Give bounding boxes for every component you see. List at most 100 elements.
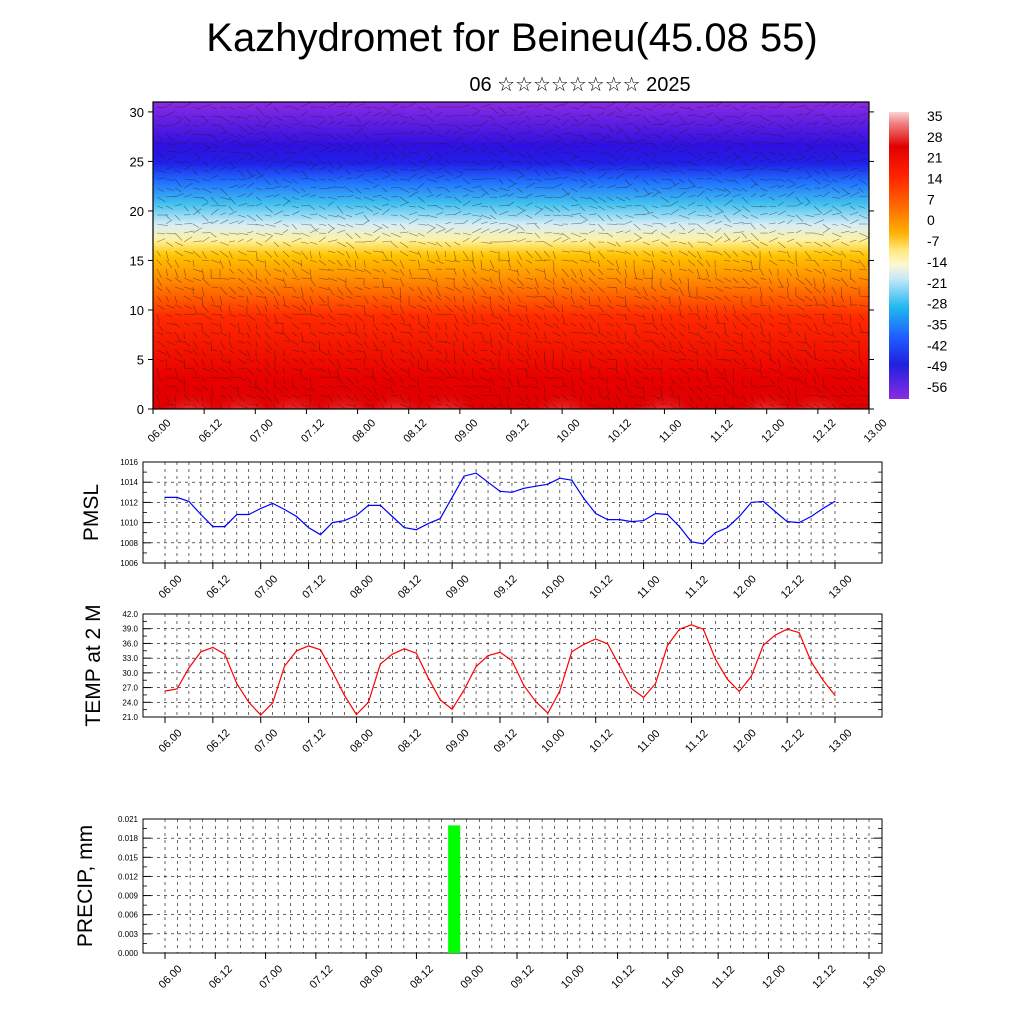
colorbar-ramp bbox=[889, 112, 909, 399]
series-point bbox=[475, 472, 477, 474]
series-point bbox=[666, 644, 669, 647]
warm-surface-blob bbox=[413, 361, 482, 409]
series-point bbox=[427, 677, 429, 679]
series-point bbox=[810, 661, 812, 663]
series-point bbox=[355, 514, 357, 517]
heatmap-y-tick-label: 15 bbox=[130, 253, 144, 268]
heatmap-x-tick-label: 08.12 bbox=[401, 417, 429, 445]
colorbar-label: -7 bbox=[927, 233, 940, 249]
series-point bbox=[308, 527, 310, 529]
precip-panel-frame bbox=[142, 818, 883, 954]
series-point bbox=[164, 496, 166, 498]
series-point bbox=[798, 522, 800, 524]
heatmap-y-axis: 0 5 10 15 20 25 30 bbox=[130, 105, 874, 417]
colorbar-label: -56 bbox=[927, 379, 947, 395]
series-point bbox=[559, 690, 561, 692]
x-tick-label: 10.00 bbox=[539, 727, 567, 755]
series-point bbox=[308, 645, 310, 647]
y-tick-label: 24.0 bbox=[122, 698, 138, 707]
series-point bbox=[702, 543, 705, 545]
series-point bbox=[523, 685, 525, 687]
x-tick-label: 09.12 bbox=[509, 963, 537, 991]
series-point bbox=[726, 527, 728, 529]
heatmap-x-tick-label: 12.12 bbox=[810, 417, 838, 445]
series-point bbox=[391, 653, 393, 655]
series-point bbox=[260, 507, 262, 510]
x-tick-label: 06.00 bbox=[157, 573, 185, 601]
colorbar-label: -35 bbox=[927, 316, 947, 332]
series-point bbox=[355, 713, 357, 716]
heatmap-x-tick-label: 09.12 bbox=[504, 417, 532, 445]
heatmap-x-tick-label: 09.00 bbox=[452, 417, 480, 445]
series-point bbox=[248, 701, 250, 703]
colorbar-label: -28 bbox=[927, 296, 947, 312]
series-point bbox=[798, 632, 800, 634]
series-point bbox=[511, 660, 513, 662]
series-point bbox=[702, 628, 705, 630]
warm-surface-blob bbox=[528, 361, 597, 409]
x-tick-label: 09.12 bbox=[492, 727, 520, 755]
temp-panel: 21.0 24.0 27.0 30.0 33.0 36.0 39.0 42.0 06.00 06.… bbox=[82, 604, 883, 755]
colorbar: 35 28 21 14 7 0 -7 -14 -21 -28 -35 -42 -49 -56 bbox=[889, 108, 947, 399]
series-point bbox=[176, 688, 178, 690]
x-tick-label: 12.12 bbox=[779, 573, 807, 601]
series-point bbox=[403, 527, 405, 529]
chart-title: Kazhydromet for Beineu(45.08 55) bbox=[206, 16, 818, 60]
y-tick-label: 1016 bbox=[120, 458, 138, 467]
x-tick-label: 07.12 bbox=[300, 573, 328, 601]
heatmap-x-tick-label: 08.00 bbox=[350, 417, 378, 445]
series-point bbox=[678, 628, 681, 630]
series-point bbox=[834, 694, 836, 697]
heatmap-overlay bbox=[156, 102, 869, 409]
colorbar-label: 28 bbox=[927, 129, 943, 145]
series-point bbox=[583, 497, 585, 499]
y-tick-label: 0.000 bbox=[118, 949, 139, 958]
y-axis-label: PMSL bbox=[80, 484, 103, 541]
x-tick-label: 08.00 bbox=[358, 963, 386, 991]
colorbar-label: 14 bbox=[927, 171, 943, 187]
y-axis-label: TEMP at 2 M bbox=[82, 604, 105, 726]
pmsl-panel: 1006 1008 1010 1012 1014 1016 06.00 06.12 07.00 0… bbox=[80, 458, 883, 601]
x-tick-label: 06.12 bbox=[207, 963, 235, 991]
heatmap-panel: 0 5 10 15 20 25 30 06.00 06.12 07.00 07.12 08.00 08… bbox=[130, 101, 890, 445]
series-point bbox=[762, 500, 764, 502]
series-point bbox=[224, 653, 226, 655]
series-point bbox=[164, 690, 166, 692]
x-tick-label: 13.00 bbox=[827, 727, 855, 755]
series-point bbox=[188, 667, 190, 669]
x-tick-label: 12.12 bbox=[779, 727, 807, 755]
series-point bbox=[762, 644, 764, 647]
series-point bbox=[619, 665, 621, 667]
y-tick-label: 0.015 bbox=[118, 853, 139, 862]
x-tick-label: 11.12 bbox=[710, 964, 737, 991]
series-point bbox=[379, 504, 381, 506]
series-point bbox=[834, 500, 836, 502]
series-point bbox=[774, 634, 776, 636]
heatmap-y-tick-label: 0 bbox=[137, 402, 144, 417]
series-point bbox=[439, 699, 441, 701]
series-point bbox=[391, 515, 393, 518]
heatmap-x-tick-label: 07.12 bbox=[299, 417, 327, 445]
x-tick-label: 08.00 bbox=[348, 573, 376, 601]
series-point bbox=[714, 658, 717, 660]
series-point bbox=[331, 671, 334, 673]
series-point bbox=[547, 712, 549, 714]
series-point bbox=[319, 534, 322, 536]
series-point bbox=[343, 694, 346, 697]
series-point bbox=[200, 651, 202, 653]
heatmap-x-axis: 06.00 06.12 07.00 07.12 08.00 08.12 09.00 09.12… bbox=[146, 409, 890, 445]
series-point bbox=[690, 624, 693, 626]
y-tick-label: 1008 bbox=[120, 539, 138, 548]
warm-surface-blob bbox=[259, 361, 328, 409]
series-line bbox=[164, 624, 836, 716]
x-tick-label: 07.00 bbox=[257, 963, 285, 991]
series-point bbox=[188, 500, 190, 502]
series-point bbox=[738, 515, 740, 518]
series-point bbox=[439, 518, 441, 520]
temp-panel-frame bbox=[142, 613, 883, 718]
x-tick-label: 07.00 bbox=[252, 573, 280, 601]
series-point bbox=[619, 519, 621, 521]
colorbar-label: 0 bbox=[927, 212, 935, 228]
series-point bbox=[571, 651, 573, 653]
warm-surface-blob bbox=[157, 361, 226, 409]
